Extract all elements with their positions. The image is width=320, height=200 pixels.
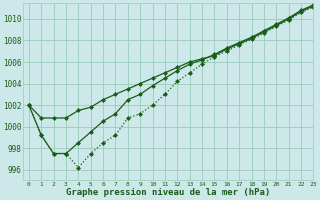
X-axis label: Graphe pression niveau de la mer (hPa): Graphe pression niveau de la mer (hPa) bbox=[66, 188, 270, 197]
